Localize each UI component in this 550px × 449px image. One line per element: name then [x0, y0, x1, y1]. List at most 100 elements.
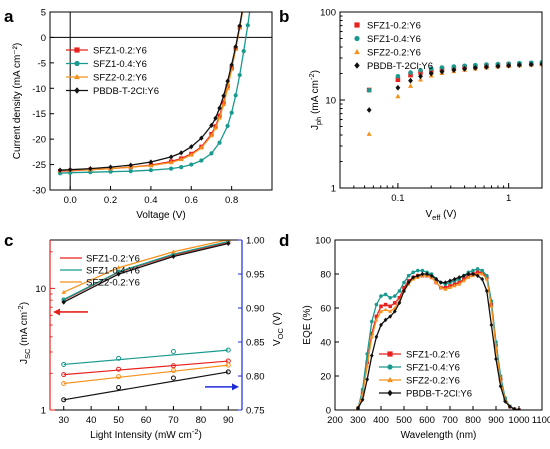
d-point-0-5 [379, 304, 383, 309]
c-voc-line-1 [63, 349, 229, 366]
b-point-2-0 [366, 131, 372, 136]
d-point-2-29 [489, 304, 494, 308]
c-jsc-line-1 [63, 240, 229, 301]
d-legend-label-1: SFZ1-0.4:Y6 [406, 363, 460, 374]
panel-label-d: d [279, 231, 289, 250]
d-point-3-26 [475, 273, 480, 278]
d-point-1-13 [416, 268, 420, 273]
c-voc-point-1-1 [116, 355, 122, 361]
a-point-2-7 [178, 156, 184, 162]
a-frame [49, 11, 273, 191]
a-legend-marker-2 [74, 73, 80, 80]
b-legend-label-0: SFZ1-0.2:Y6 [367, 21, 421, 32]
d-point-2-19 [443, 287, 448, 291]
d-ylabel: EQE (%) [302, 305, 313, 344]
d-point-3-29 [489, 322, 494, 328]
c-jsc-point-2-2 [171, 249, 176, 254]
c-jsc-line-3 [63, 242, 229, 303]
a-point-3-15 [229, 62, 234, 68]
a-legend-marker-1 [74, 60, 80, 67]
d-frame [334, 239, 543, 411]
d-point-2-17 [434, 280, 439, 284]
b-ylabel-sub: ph [314, 117, 323, 125]
panel-label-a: a [4, 7, 14, 26]
c-yltick-label-1: 10 [35, 284, 46, 295]
a-point-1-4 [128, 169, 133, 174]
d-ytick-label-4: 80 [320, 270, 331, 281]
a-ytick-label-4: -15 [32, 109, 46, 120]
c-legend-label-2: SFZ2-0.2:Y6 [86, 278, 140, 289]
b-xlabel-unit: (V) [440, 209, 456, 220]
c-ylabel-right-main: V [272, 339, 283, 346]
d-point-3-25 [471, 271, 475, 277]
a-point-2-6 [168, 160, 174, 165]
d-point-3-31 [498, 383, 503, 389]
a-ylabel: Current density (mA cm⁻²) [12, 43, 23, 159]
d-point-0-9 [397, 296, 402, 300]
c-jsc-point-3-0 [61, 299, 66, 305]
d-xtick-label-6: 800 [465, 415, 481, 426]
d-xlabel: Wavelength (nm) [401, 430, 477, 441]
a-point-3-8 [189, 144, 194, 150]
b-xlabel-main: V [426, 209, 433, 220]
d-xtick-label-7: 900 [488, 415, 504, 426]
a-xtick-label-2: 0.4 [144, 195, 157, 206]
d-point-2-4 [374, 317, 379, 322]
d-point-1-25 [471, 268, 475, 273]
c-ylabel-left-close: ) [19, 302, 30, 305]
c-jsc-line-2 [63, 240, 229, 293]
c-voc-point-2-3 [225, 362, 231, 368]
d-point-3-30 [494, 356, 498, 362]
c-ylabel-left-main: J [19, 359, 30, 364]
d-point-2-21 [452, 283, 457, 288]
a-ytick-label-2: -5 [38, 58, 46, 69]
d-point-0-10 [402, 285, 406, 290]
a-point-2-8 [188, 152, 194, 157]
c-voc-line-0 [63, 360, 229, 376]
d-point-1-9 [397, 289, 402, 293]
c-xlabel-sup: -2 [192, 427, 199, 436]
d-xtick-label-9: 1100 [532, 415, 550, 426]
d-point-0-3 [370, 331, 374, 336]
b-ylabel-sup: -2 [307, 73, 316, 80]
d-point-1-6 [383, 292, 388, 297]
a-point-2-11 [213, 125, 218, 130]
a-legend-label-0: SFZ1-0.2:Y6 [93, 46, 147, 57]
b-ytick-label-1: 10 [325, 96, 336, 107]
a-point-3-1 [67, 167, 73, 173]
d-point-3-18 [438, 280, 443, 285]
b-legend-marker-1 [354, 35, 360, 42]
c-left-axis-arrow-icon [53, 308, 60, 316]
a-point-3-14 [225, 78, 230, 84]
b-ylabel: Jph (mA cm-2) [307, 70, 323, 130]
d-point-3-5 [379, 322, 383, 328]
d-point-1-28 [485, 273, 489, 278]
d-point-0-8 [393, 301, 397, 305]
b-xtick-label-0: 0.1 [391, 193, 404, 204]
c-plot-area [61, 240, 231, 403]
d-point-0-6 [383, 302, 388, 307]
c-voc-point-3-3 [225, 369, 231, 375]
a-point-1-6 [168, 166, 174, 171]
b-point-3-7 [462, 65, 468, 72]
c-yrtick-label-2: 0.85 [246, 338, 265, 349]
d-point-3-17 [434, 276, 439, 282]
panel-label-b: b [279, 7, 289, 26]
b-ytick-label-0: 1 [331, 184, 336, 195]
d-point-3-14 [420, 271, 425, 277]
a-point-1-8 [189, 162, 194, 167]
d-point-2-7 [388, 309, 393, 313]
d-point-3-23 [461, 273, 466, 278]
b-point-1-7 [462, 63, 467, 69]
a-point-0-18 [242, 2, 246, 6]
b-point-1-3 [418, 67, 423, 73]
a-point-3-2 [88, 166, 93, 172]
a-legend-label-3: PBDB-T-2Cl:Y6 [93, 86, 159, 97]
a-point-3-0 [57, 167, 63, 173]
d-xtick-label-1: 300 [350, 415, 366, 426]
d-point-1-5 [379, 294, 383, 298]
d-point-3-1 [360, 397, 365, 403]
a-ytick-label-6: -25 [32, 160, 46, 171]
d-point-3-21 [452, 276, 457, 282]
